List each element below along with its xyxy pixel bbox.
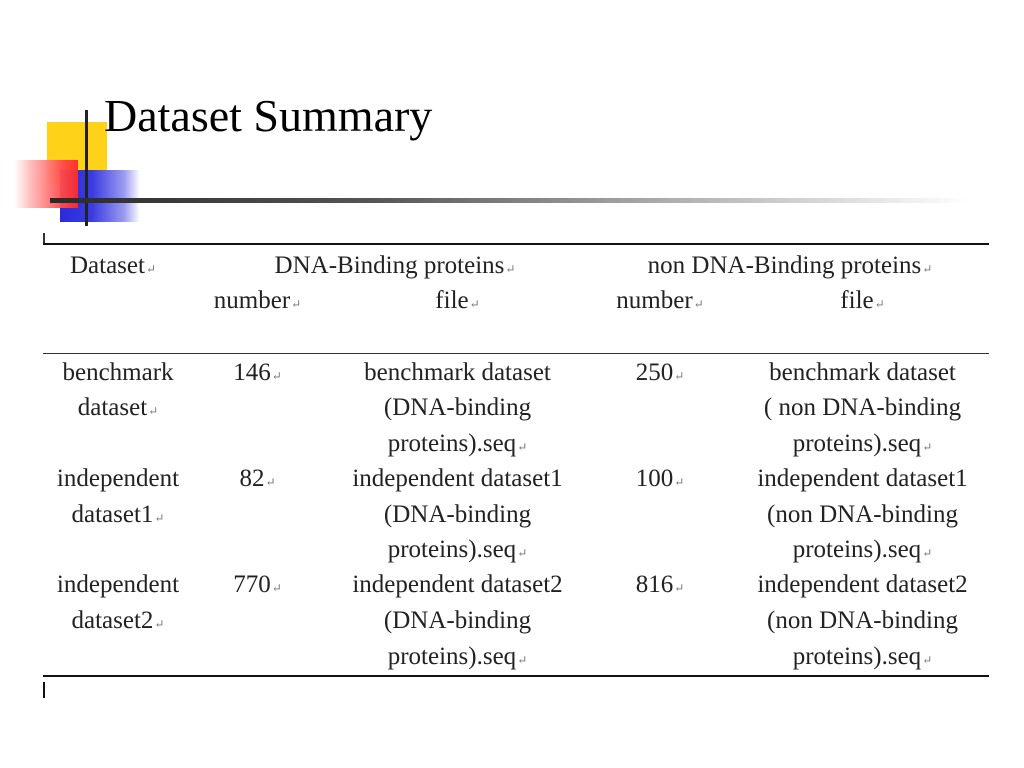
row-dna-number: 146↵ bbox=[233, 359, 282, 386]
row-non-number: 250↵ bbox=[635, 359, 685, 386]
row-dataset: independent bbox=[56, 465, 180, 492]
row-dna-file: (DNA-binding bbox=[383, 394, 532, 421]
row-dataset: dataset↵ bbox=[77, 394, 159, 421]
row-dna-file: (DNA-binding bbox=[383, 501, 532, 528]
row-non-file: (non DNA-binding bbox=[767, 501, 958, 528]
table-top-rule bbox=[43, 243, 989, 245]
header-non-number: number↵ bbox=[616, 287, 704, 314]
row-dna-file: (DNA-binding bbox=[383, 607, 532, 634]
row-non-file: benchmark dataset bbox=[769, 359, 956, 386]
header-non-dna-group: non DNA-Binding proteins↵ bbox=[647, 252, 933, 279]
row-dna-file: proteins).seq↵ bbox=[387, 430, 528, 457]
row-dna-file: proteins).seq↵ bbox=[387, 536, 528, 563]
row-non-number: 100↵ bbox=[635, 465, 685, 492]
row-non-number: 816↵ bbox=[635, 571, 685, 598]
row-dataset: dataset2↵ bbox=[71, 607, 165, 634]
header-dataset: Dataset↵ bbox=[69, 252, 157, 279]
header-non-file: file↵ bbox=[840, 287, 885, 314]
slide-title: Dataset Summary bbox=[104, 90, 433, 141]
table-bottom-rule bbox=[43, 675, 989, 677]
text-cursor-mark bbox=[43, 682, 45, 698]
title-underline bbox=[50, 198, 970, 203]
row-non-file: proteins).seq↵ bbox=[792, 643, 933, 670]
row-non-file: (non DNA-binding bbox=[767, 607, 958, 634]
decor-vertical-line bbox=[85, 110, 88, 226]
row-non-file: proteins).seq↵ bbox=[792, 430, 933, 457]
row-dna-number: 770↵ bbox=[233, 571, 282, 598]
row-non-file: independent dataset2 bbox=[757, 571, 968, 598]
row-dna-file: independent dataset2 bbox=[352, 571, 563, 598]
header-dna-file: file↵ bbox=[435, 287, 480, 314]
row-non-file: independent dataset1 bbox=[757, 465, 968, 492]
row-dna-file: proteins).seq↵ bbox=[387, 643, 528, 670]
header-dna-group: DNA-Binding proteins↵ bbox=[274, 252, 516, 279]
row-dna-number: 82↵ bbox=[239, 465, 276, 492]
row-dataset: benchmark bbox=[62, 359, 174, 386]
table-header-rule bbox=[43, 353, 989, 354]
table-left-tick bbox=[43, 233, 45, 245]
row-dataset: dataset1↵ bbox=[71, 501, 165, 528]
row-non-file: proteins).seq↵ bbox=[792, 536, 933, 563]
header-dna-number: number↵ bbox=[213, 287, 302, 314]
row-non-file: ( non DNA-binding bbox=[763, 394, 962, 421]
row-dataset: independent bbox=[56, 571, 180, 598]
row-dna-file: benchmark dataset bbox=[364, 359, 551, 386]
row-dna-file: independent dataset1 bbox=[352, 465, 563, 492]
